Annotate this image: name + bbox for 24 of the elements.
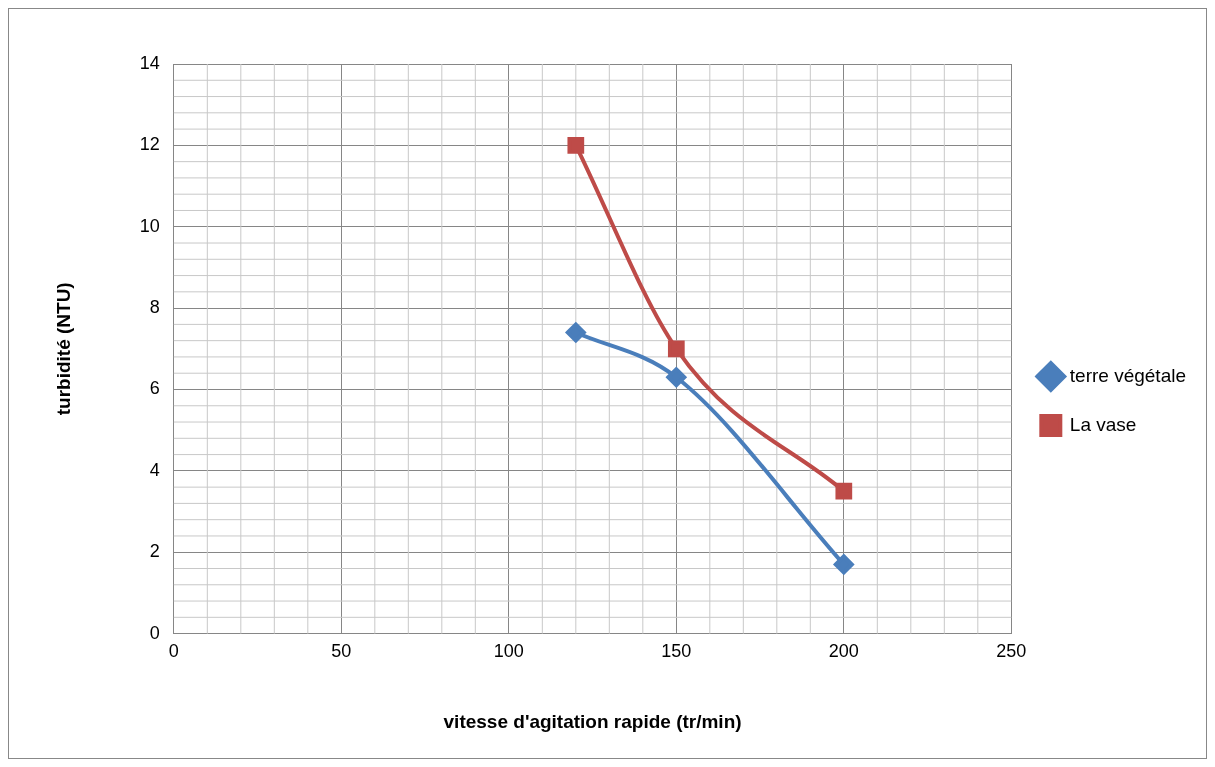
x-tick-label: 50 [331,641,352,662]
legend-label: La vase [1069,413,1137,435]
x-tick-label: 250 [996,641,1027,662]
x-tick-label: 100 [493,641,524,662]
point [666,367,687,388]
x-tick-label: 200 [828,641,859,662]
y-tick-label: 14 [139,52,160,73]
point [835,482,853,500]
point [833,554,854,575]
y-tick-label: 0 [149,622,160,643]
point [667,340,685,358]
y-tick-label: 10 [139,215,160,236]
y-tick-label: 2 [149,541,160,562]
y-tick-label: 8 [149,297,160,318]
x-tick-label: 150 [661,641,692,662]
x-tick-label: 0 [168,641,179,662]
y-tick-label: 6 [149,378,160,399]
x-axis-title: vitesse d'agitation rapide (tr/min) [443,710,742,732]
y-axis-title: turbidité (NTU) [52,282,74,416]
y-tick-label: 4 [149,459,160,480]
point [565,322,586,343]
y-tick-label: 12 [139,134,160,155]
legend-label: terre végétale [1069,364,1187,386]
point [567,137,585,154]
